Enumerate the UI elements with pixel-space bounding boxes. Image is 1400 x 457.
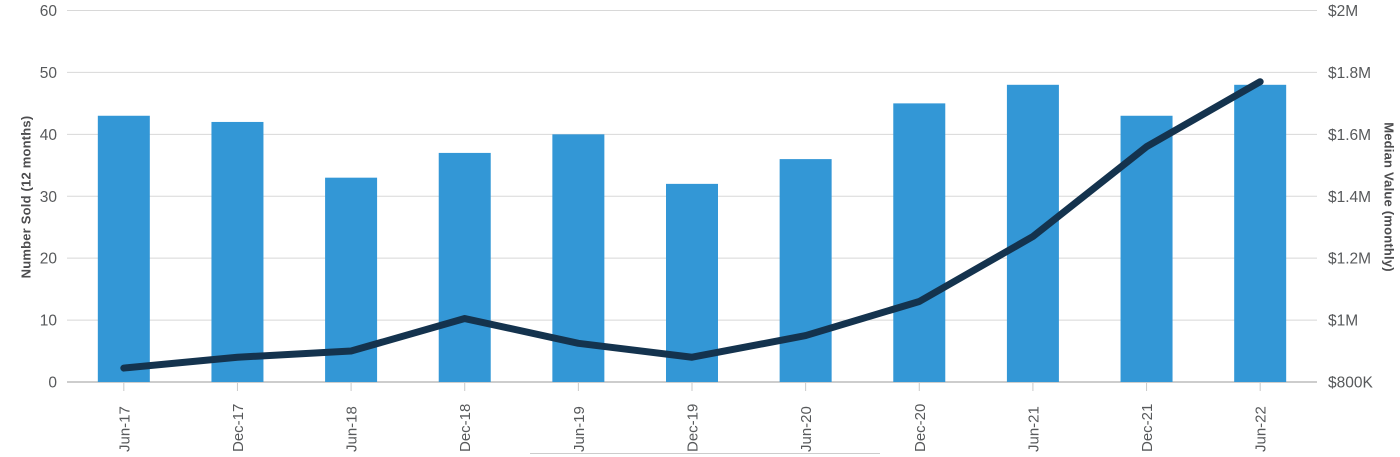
bar-Dec-20[interactable] [893,103,946,382]
x-axis-label-Jun-20: Jun-20 [798,406,815,452]
bar-Dec-21[interactable] [1120,115,1173,382]
bar-Jun-17[interactable] [97,115,150,382]
right-axis-tick-$1M: $1M [1328,313,1358,330]
x-axis-label-Dec-19: Dec-19 [685,404,702,452]
legend-top-border [530,453,880,454]
x-axis-label-Jun-18: Jun-18 [344,406,361,452]
left-axis-tick-30: 30 [40,189,58,206]
x-axis-label-Jun-17: Jun-17 [116,406,133,452]
x-axis-label-Jun-21: Jun-21 [1025,406,1042,452]
left-axis-title: Number Sold (12 months) [18,115,34,279]
right-axis-title: Median Value (monthly) [1381,122,1397,272]
x-axis-label-Dec-20: Dec-20 [912,404,929,452]
right-axis-tick-$1.4M: $1.4M [1328,189,1371,206]
right-axis-tick-$800K: $800K [1328,375,1373,392]
bar-Dec-19[interactable] [666,183,718,382]
left-axis-tick-20: 20 [40,251,58,268]
right-axis-tick-$1.8M: $1.8M [1328,65,1371,82]
bar-Dec-17[interactable] [211,121,264,382]
x-axis-label-Dec-17: Dec-17 [230,404,247,452]
x-axis-label-Dec-18: Dec-18 [457,404,474,452]
right-axis-tick-$2M: $2M [1328,3,1358,20]
x-axis-label-Jun-22: Jun-22 [1253,406,1270,452]
bar-Dec-18[interactable] [438,152,491,382]
left-axis-tick-40: 40 [40,127,58,144]
right-axis-tick-$1.6M: $1.6M [1328,127,1371,144]
left-axis-tick-10: 10 [40,313,58,330]
left-axis-tick-50: 50 [40,65,58,82]
bar-Jun-20[interactable] [779,159,832,382]
median-value-line[interactable] [120,78,1264,372]
x-axis-label-Jun-19: Jun-19 [571,406,588,452]
right-axis-tick-$1.2M: $1.2M [1328,251,1371,268]
x-axis-label-Dec-21: Dec-21 [1139,404,1156,452]
left-axis-tick-60: 60 [40,3,58,20]
left-axis-tick-0: 0 [48,375,57,392]
bar-Jun-22[interactable] [1234,84,1287,383]
